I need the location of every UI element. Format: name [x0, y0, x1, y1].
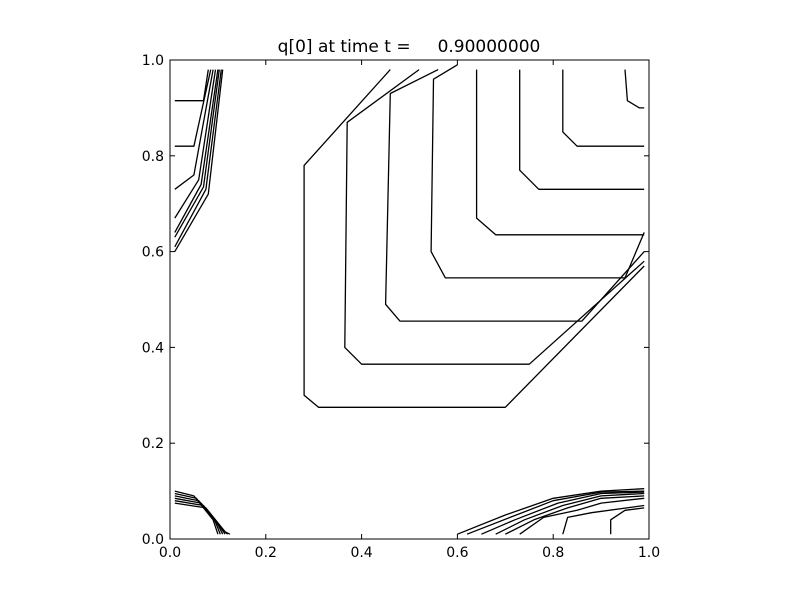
contour-line-left-upper-15 [174, 69, 224, 252]
contour-line-lower-right-23 [466, 490, 645, 535]
contour-line-upper-right-4 [430, 64, 645, 279]
y-tick-label: 0.6 [142, 245, 164, 261]
contour-line-lower-right-26 [505, 495, 645, 535]
contour-line-upper-right-0 [624, 69, 645, 109]
contour-line-lower-right-29 [610, 507, 645, 535]
x-tick-label: 0.2 [255, 545, 277, 561]
contour-line-lower-right-24 [481, 491, 645, 535]
x-tick-label: 0.8 [542, 545, 564, 561]
y-tick-label: 0.4 [142, 340, 164, 356]
contour-line-upper-right-5 [384, 69, 645, 322]
x-tick-label: 1.0 [638, 545, 660, 561]
chart-title: q[0] at time t = 0.90000000 [278, 37, 541, 57]
contour-line-lower-right-27 [519, 497, 645, 535]
contour-line-left-upper-13 [174, 69, 220, 238]
contour-line-left-upper-12 [174, 69, 219, 233]
contour-line-left-upper-14 [174, 69, 222, 248]
axis-ticks [169, 59, 650, 540]
axis-tick-labels: 0.0 0.2 0.4 0.6 0.8 1.0 0.0 0.2 0.4 0.6 0.8 1.0 [142, 53, 660, 561]
contour-line-lower-right-25 [495, 492, 645, 535]
contour-line-upper-right-2 [519, 69, 645, 190]
plot-frame [169, 59, 650, 540]
contour-line-left-upper-8 [174, 69, 209, 102]
contour-line-lower-right-22 [457, 488, 645, 535]
contour-line-lower-left-21 [174, 502, 231, 535]
contour-lines [174, 64, 645, 535]
y-tick-label: 0.2 [142, 436, 164, 452]
contour-line-left-upper-10 [174, 69, 214, 190]
y-tick-label: 0.0 [142, 532, 164, 548]
contour-line-left-upper-9 [174, 69, 212, 147]
contour-line-upper-right-7 [303, 69, 645, 408]
contour-line-left-upper-11 [174, 69, 217, 219]
x-tick-label: 0.4 [350, 545, 372, 561]
y-tick-label: 0.8 [142, 149, 164, 165]
contour-line-lower-right-28 [562, 504, 645, 535]
y-tick-label: 1.0 [142, 53, 164, 69]
x-tick-label: 0.0 [159, 545, 181, 561]
contour-line-upper-right-3 [475, 69, 645, 236]
contour-line-upper-right-6 [344, 69, 645, 365]
contour-line-upper-right-1 [562, 69, 645, 147]
x-tick-label: 0.6 [446, 545, 468, 561]
